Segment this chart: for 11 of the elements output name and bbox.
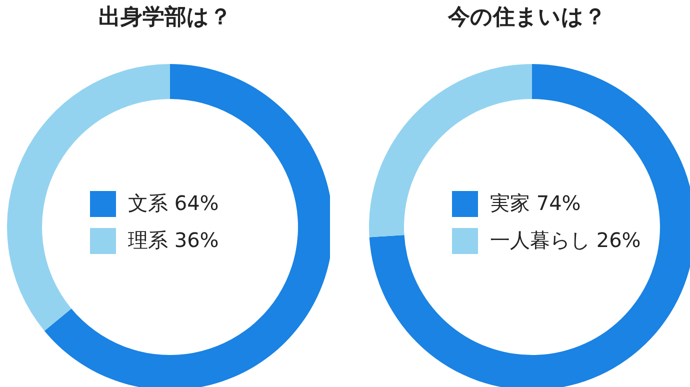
chart-title: 今の住まいは？	[446, 4, 607, 32]
data-label: 74%	[536, 191, 581, 215]
data-label: 36%	[174, 228, 219, 252]
legend-label: 実家	[490, 191, 530, 215]
donut-slice	[7, 64, 170, 331]
legend-label: 一人暮らし	[490, 228, 590, 252]
data-label: 64%	[174, 191, 219, 215]
legend-label: 理系	[128, 228, 168, 252]
chart-title: 出身学部は？	[98, 4, 232, 32]
data-label: 26%	[596, 228, 641, 252]
legend-label: 文系	[128, 191, 168, 215]
